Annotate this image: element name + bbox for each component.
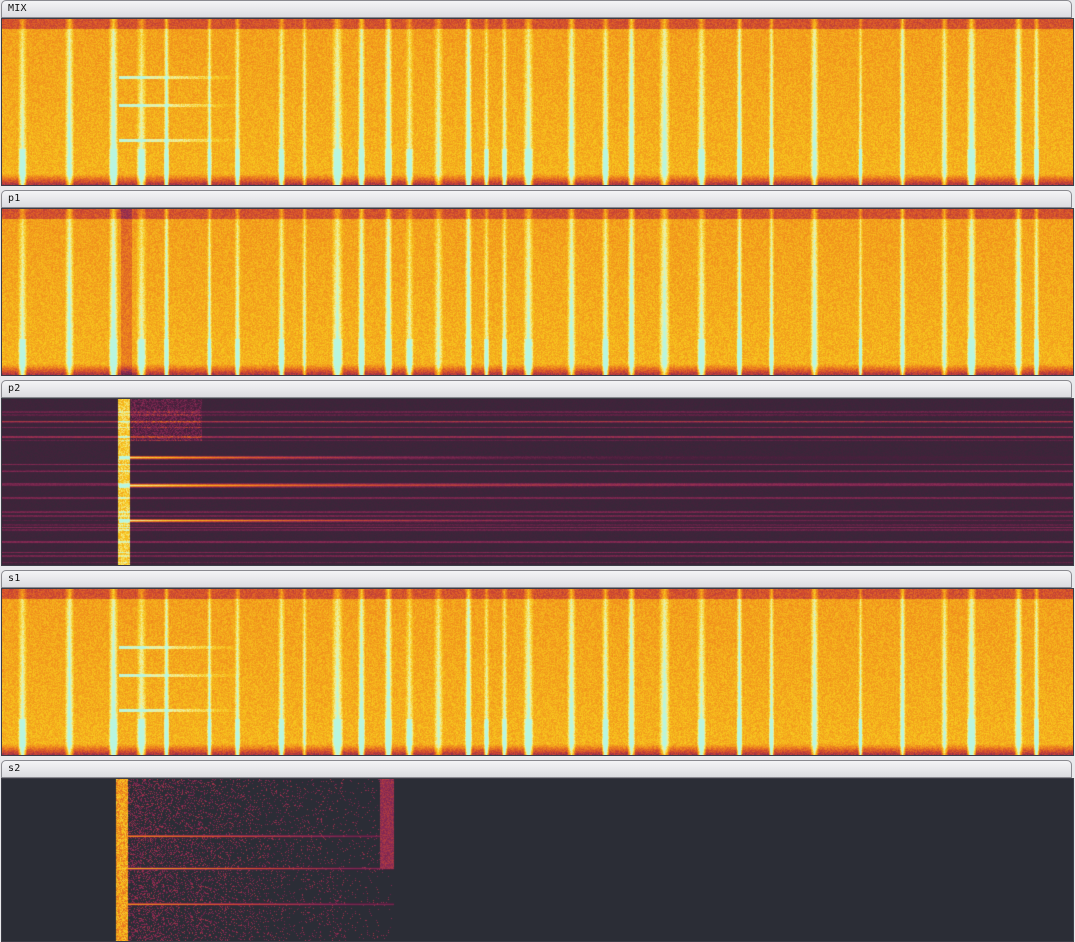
track-s1: s1 xyxy=(0,570,1075,760)
spectrogram-canvas-p1 xyxy=(2,209,1073,375)
track-s2: s2 xyxy=(0,760,1075,942)
spectrogram-p1[interactable] xyxy=(1,208,1074,376)
spectrogram-canvas-mix xyxy=(2,19,1073,185)
track-label-p2: p2 xyxy=(8,383,21,394)
track-header-s2[interactable]: s2 xyxy=(1,760,1072,778)
spectrogram-mix[interactable] xyxy=(1,18,1074,186)
spectrogram-canvas-p2 xyxy=(2,399,1073,565)
track-header-mix[interactable]: MIX xyxy=(1,0,1072,18)
track-mix: MIX xyxy=(0,0,1075,190)
spectrogram-canvas-s1 xyxy=(2,589,1073,755)
track-label-mix: MIX xyxy=(8,3,27,14)
track-label-p1: p1 xyxy=(8,193,21,204)
track-p2: p2 xyxy=(0,380,1075,570)
spectrogram-p2[interactable] xyxy=(1,398,1074,566)
spectrogram-s2[interactable] xyxy=(1,778,1074,942)
track-p1: p1 xyxy=(0,190,1075,380)
track-label-s1: s1 xyxy=(8,573,21,584)
track-label-s2: s2 xyxy=(8,763,21,774)
spectrogram-s1[interactable] xyxy=(1,588,1074,756)
track-header-s1[interactable]: s1 xyxy=(1,570,1072,588)
track-header-p1[interactable]: p1 xyxy=(1,190,1072,208)
spectrogram-canvas-s2 xyxy=(2,779,1073,941)
track-header-p2[interactable]: p2 xyxy=(1,380,1072,398)
